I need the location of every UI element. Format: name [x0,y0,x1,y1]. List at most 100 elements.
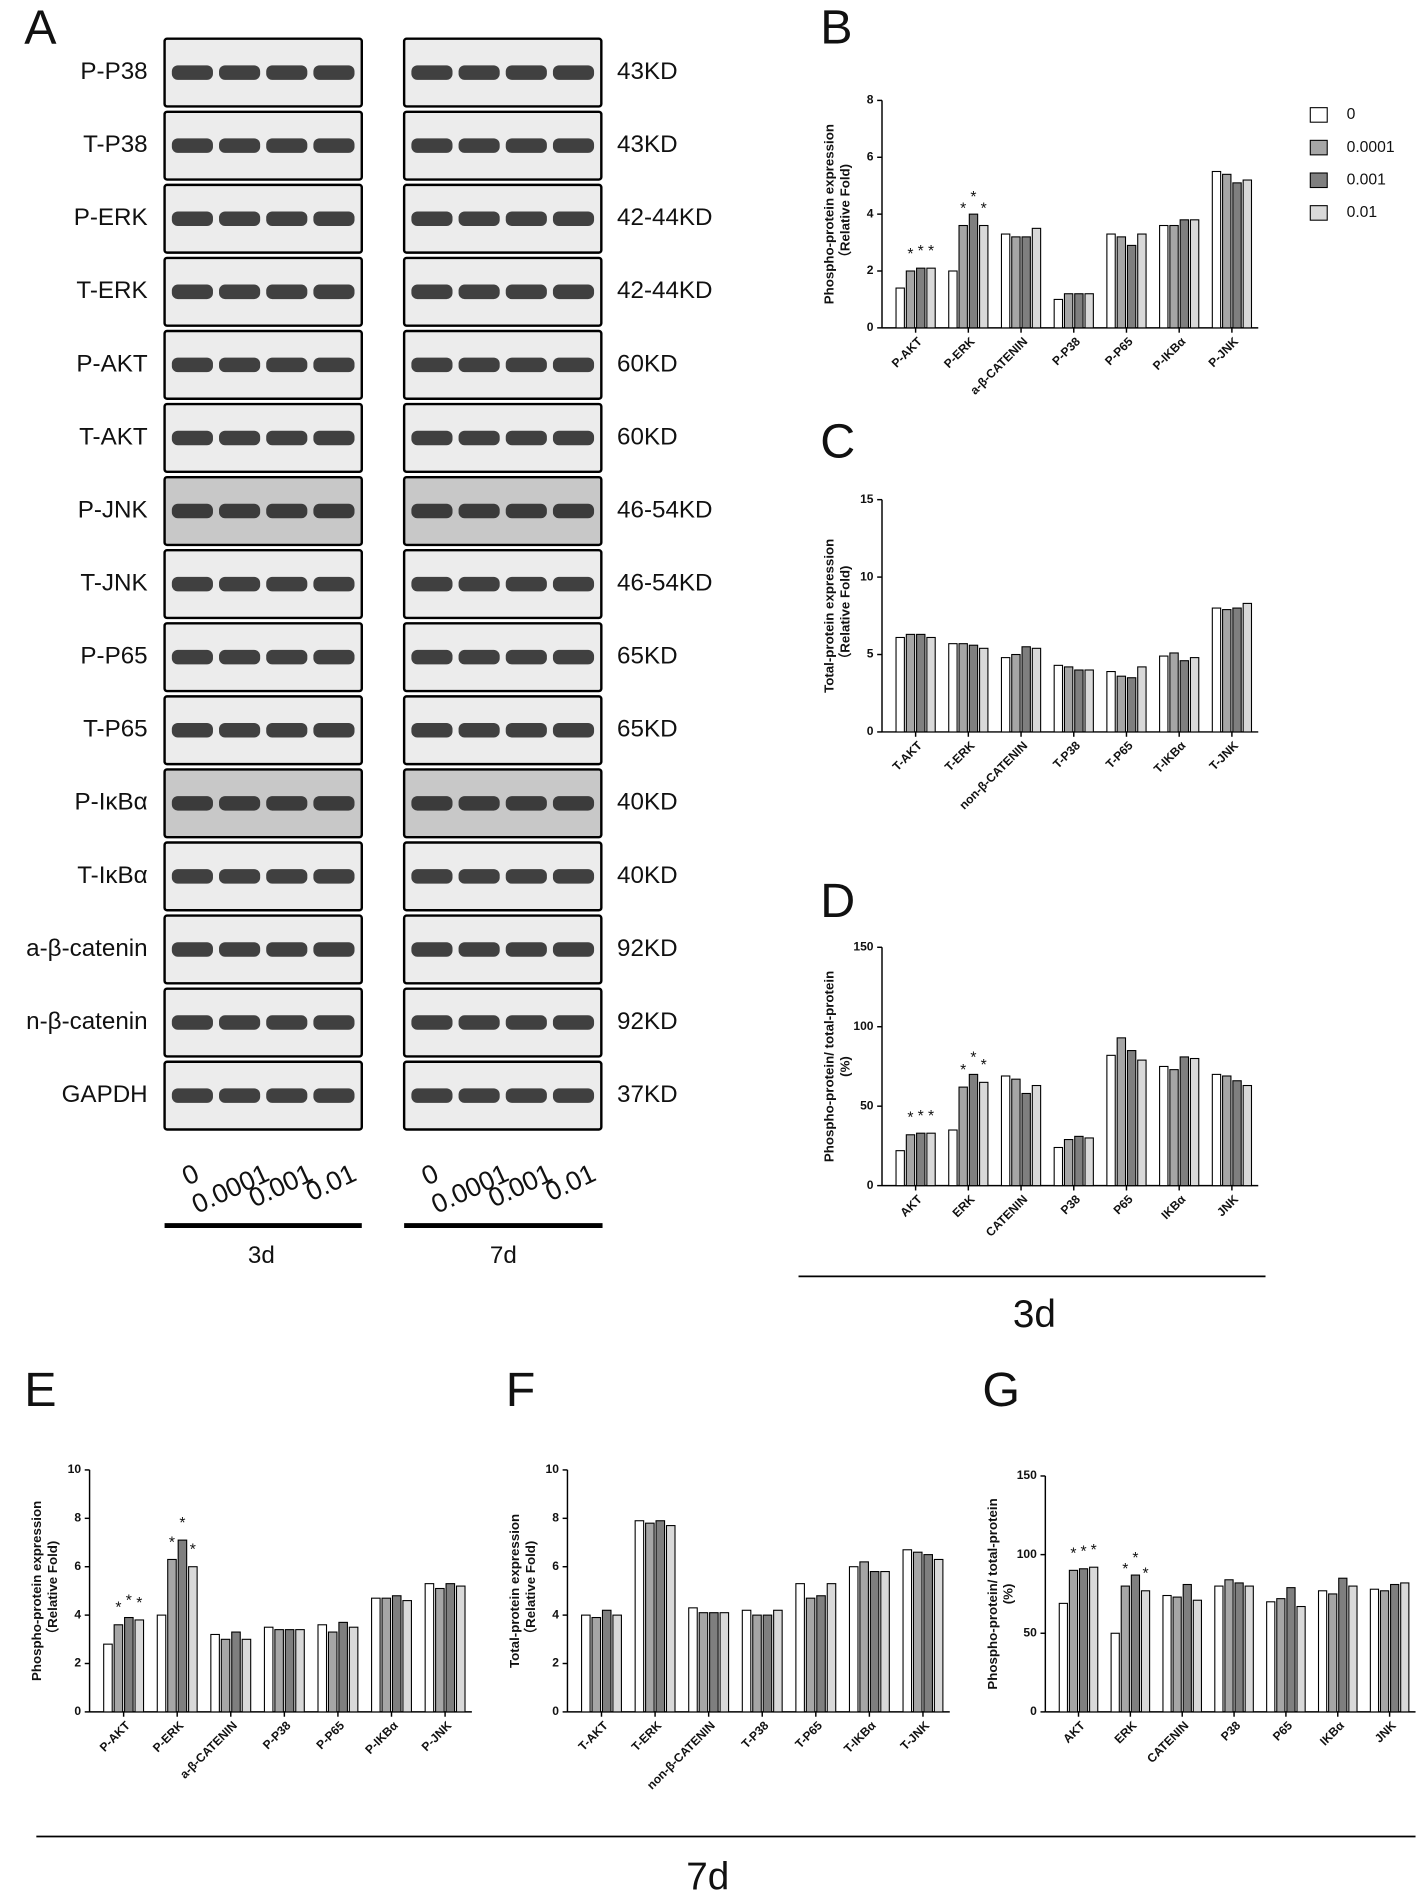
bar [1189,1057,1200,1187]
y-tick-label: 50 [1023,1625,1037,1639]
blot-row-label: T-IκBα [77,862,147,889]
blot-row-label: P-ERK [74,204,148,231]
bar [1276,1598,1286,1713]
blot-band [219,357,261,373]
bar [958,224,968,329]
bar [752,1614,762,1713]
y-tick-label: 0 [1030,1704,1037,1718]
significance-mark: * [169,1534,175,1551]
bar [1116,1037,1127,1187]
bar [905,270,916,329]
bar [1031,1084,1042,1187]
bar [926,636,936,733]
significance-mark: * [981,200,987,217]
bar [1379,1590,1390,1713]
significance-mark: * [1142,1566,1148,1583]
blot-band [266,1088,308,1103]
blot-band [552,430,595,446]
blot-box [402,475,603,547]
bar [220,1638,231,1713]
bar [274,1629,284,1713]
y-axis-label: （Relative Fold) [837,164,852,264]
blot-box [163,987,363,1058]
blot-box [163,549,363,620]
blot-band [552,357,595,373]
blot-band [411,1088,453,1103]
blot-band [505,1015,547,1030]
y-tick-label: 10 [546,1462,560,1476]
blot-size-label: 43KD [617,58,678,85]
bar [1137,1059,1147,1187]
bar [634,1520,645,1713]
blot-box [402,987,603,1058]
blot-band [171,722,213,738]
bar [156,1614,167,1713]
y-axis-label: (%) [837,1056,852,1077]
blot-box [402,768,603,839]
blot-band [505,65,547,80]
blot-row-label: P-IκBα [75,789,148,816]
blot-size-label: 40KD [617,862,678,889]
bar [1000,657,1011,733]
blot-box [402,37,603,108]
y-tick-label: 6 [552,1559,559,1573]
bar [1011,1078,1021,1187]
bar [1120,1585,1130,1713]
bar [719,1612,730,1713]
bar [1232,182,1242,329]
significance-mark: * [136,1595,142,1612]
y-tick-label: 10 [68,1462,82,1476]
bar [905,1134,916,1187]
bar [923,1554,933,1713]
y-tick-label: 6 [74,1559,81,1573]
bar [1011,653,1021,733]
blot-box [402,695,603,766]
blot-box [163,841,363,912]
bar [1222,1075,1232,1187]
group-label: 3d [248,1242,275,1269]
bar [979,1081,989,1187]
bar [1286,1587,1296,1713]
blot-band [313,357,355,373]
bar [805,1597,816,1713]
bar [1011,236,1021,329]
bar [1232,607,1242,733]
blot-band [171,430,213,446]
blot-band [411,796,453,811]
blot-band [313,796,355,811]
bar [848,1566,859,1713]
bar [338,1621,348,1713]
blot-size-label: 37KD [617,1081,678,1108]
y-tick-label: 4 [552,1607,559,1621]
blot-size-label: 65KD [617,643,678,670]
blot-box [163,183,363,254]
y-tick-label: 10 [860,569,874,583]
blot-band [505,357,547,373]
blot-band [411,869,453,884]
bar [1211,1073,1222,1187]
blot-band [171,649,213,665]
bar [968,644,979,733]
y-axis-label: （Relative Fold) [45,1541,60,1641]
blot-size-label: 43KD [617,131,678,158]
blot-band [266,503,308,519]
blot-band [219,722,261,738]
bar [1084,669,1094,733]
blot-band [171,503,213,519]
blot-band [411,649,453,665]
y-tick-label: 0 [74,1704,81,1718]
significance-mark: * [1070,1545,1076,1562]
y-tick-label: 50 [860,1098,874,1112]
legend-swatch [1309,107,1328,123]
bar [1084,1137,1094,1187]
bar [103,1643,113,1713]
bar [1189,219,1200,329]
panel-label: C [820,414,855,468]
bar [773,1609,783,1713]
bar [1126,677,1137,733]
blot-band [411,1015,453,1030]
blot-band [313,65,355,80]
blot-size-label: 60KD [617,423,678,450]
blot-box [163,110,363,181]
significance-mark: * [928,1108,934,1125]
